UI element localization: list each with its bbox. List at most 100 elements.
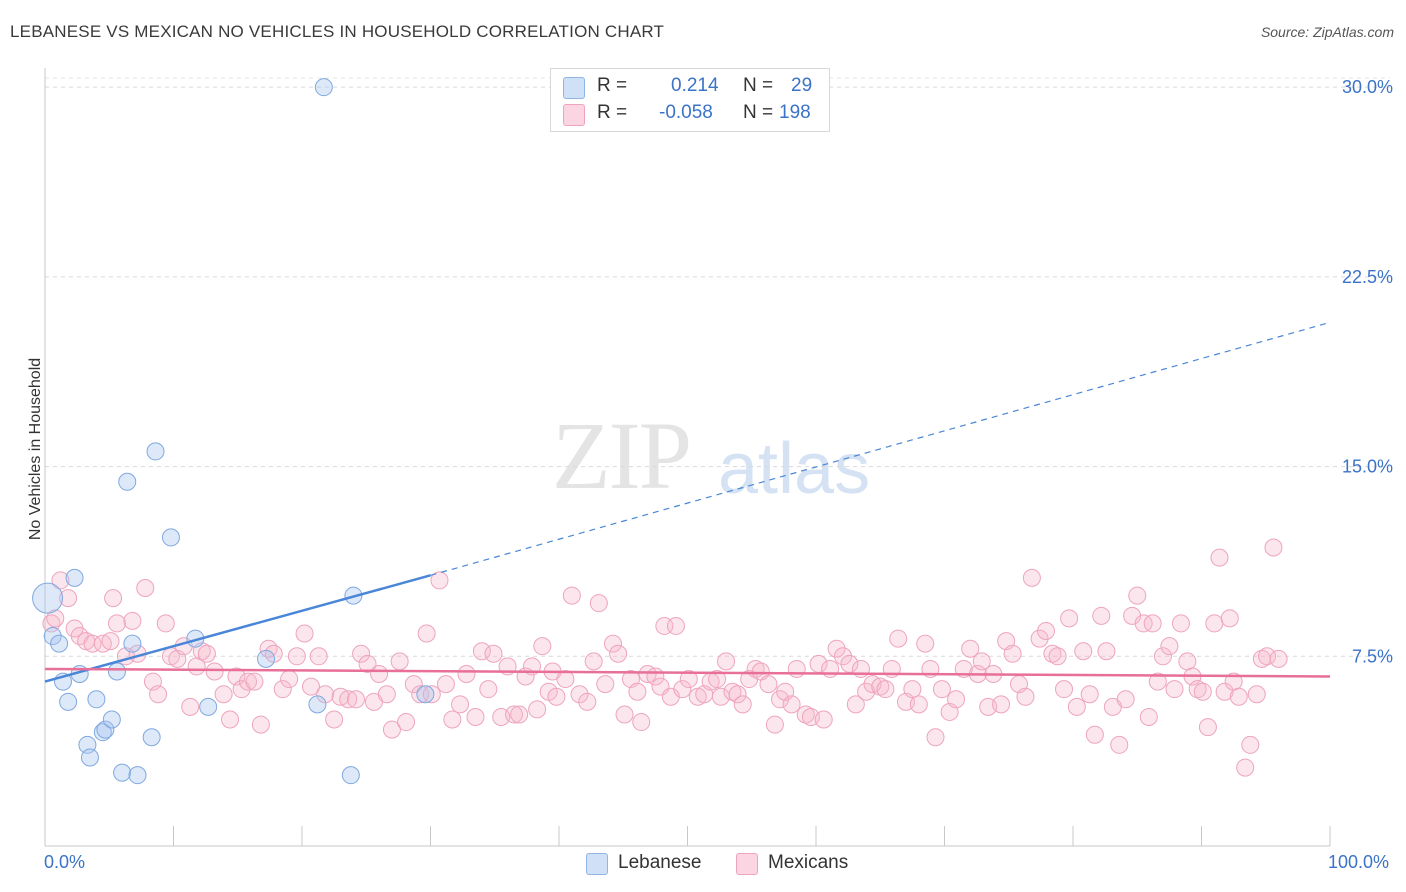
mexicans-point [101,632,120,651]
lebanese-trend-line [44,574,431,683]
mexicans-point [787,659,806,678]
legend-r-value: -0.058 [659,102,713,123]
bottom-legend-label-mexicans: Mexicans [768,852,849,873]
mexicans-point [301,677,320,696]
mexicans-point [484,644,503,663]
mexicans-point [1153,647,1172,666]
mexicans-point [673,680,692,699]
mexicans-point [728,685,747,704]
mexicans-point [1003,644,1022,663]
mexicans-point [1236,758,1255,777]
mexicans-point [436,675,455,694]
lebanese-point [50,634,69,653]
mexicans-point [1210,548,1229,567]
legend-box: R = 0.214 N = 29 R = -0.058 N = 198 [550,68,830,132]
mexicans-point [1097,642,1116,661]
mexicans-point [443,710,462,729]
mexicans-point [339,690,358,709]
mexicans-point [280,670,299,689]
mexicans-point [404,675,423,694]
mexicans-point [295,624,314,643]
mexicans-point [123,611,142,630]
mexicans-point [205,662,224,681]
mexicans-point [352,644,371,663]
mexicans-point [1128,586,1147,605]
y-axis-label-wrap: No Vehicles in Household [16,240,44,660]
mexicans-point [909,695,928,714]
mexicans-point [876,680,895,699]
y-tick-label: 7.5% [1352,646,1393,666]
mexicans-point [1080,685,1099,704]
mexicans-point [1060,609,1079,628]
mexicans-point [1030,629,1049,648]
lebanese-point [118,472,137,491]
mexicans-point [947,690,966,709]
mexicans-point [1037,622,1056,640]
mexicans-point [1110,735,1129,754]
lebanese-point [199,697,218,716]
mexicans-point [1205,614,1224,633]
lebanese-point [308,695,327,714]
mexicans-point [533,637,552,656]
y-tick-label: 15.0% [1342,457,1393,477]
mexicans-point [1160,637,1179,656]
mexicans-point [1269,649,1288,668]
mexicans-point [632,713,651,732]
mexicans-point [1188,680,1207,699]
mexicans-point [528,700,547,719]
mexicans-point [733,695,752,714]
mexicans-point [833,647,852,666]
lebanese-point [43,627,62,646]
mexicans-point [1016,687,1035,706]
legend-r-value: 0.214 [671,75,719,96]
mexicans-point [346,690,365,709]
mexicans-point [666,616,685,635]
lebanese-point [102,710,121,729]
mexicans-point [1092,606,1111,625]
mexicans-point [857,682,876,701]
mexicans-point [628,682,647,701]
mexicans-point [926,728,945,747]
mexicans-point [382,720,401,739]
bottom-legend-label-lebanese: Lebanese [618,852,702,873]
y-tick-labels: 7.5% 15.0% 22.5% 30.0% [1342,77,1393,666]
watermark-atlas: atlas [718,429,871,509]
mexicans-point [547,687,566,706]
mexicans-point [1043,644,1062,663]
lebanese-point [146,442,165,461]
legend-n-value: 29 [791,75,813,96]
mexicans-point [273,680,292,699]
mexicans-point [287,647,306,666]
mexicans-point [562,586,581,605]
mexicans-point [136,579,155,597]
legend-r-label: R = [597,75,628,96]
mexicans-point [556,670,575,689]
mexicans-point [417,624,436,643]
lebanese-point [142,728,161,747]
mexicans-point [214,685,233,704]
mexicans-point [472,642,491,661]
legend-r-label: R = [597,102,628,123]
bottom-legend-swatch-mexicans [736,853,758,875]
mexicans-point [83,634,102,653]
mexicans-point [679,670,698,689]
mexicans-point [107,614,126,633]
legend-swatch-lebanese [563,77,585,99]
mexicans-point [505,705,524,724]
mexicans-point [821,659,840,678]
mexicans-point [1139,708,1158,726]
legend-n-value: 198 [779,102,811,123]
mexicans-point [1198,718,1217,737]
mexicans-point [1258,647,1277,666]
mexicans-point [181,697,200,716]
mexicans-point [1143,614,1162,633]
mexicans-point [1241,735,1260,754]
mexicans-point [1116,690,1135,709]
y-tick-label: 22.5% [1342,267,1393,287]
bottom-legend-swatch-lebanese [586,853,608,875]
mexicans-point [846,695,865,714]
mexicans-point [615,705,634,724]
source-label: Source: ZipAtlas.com [1260,24,1394,40]
mexicans-point [871,677,890,696]
